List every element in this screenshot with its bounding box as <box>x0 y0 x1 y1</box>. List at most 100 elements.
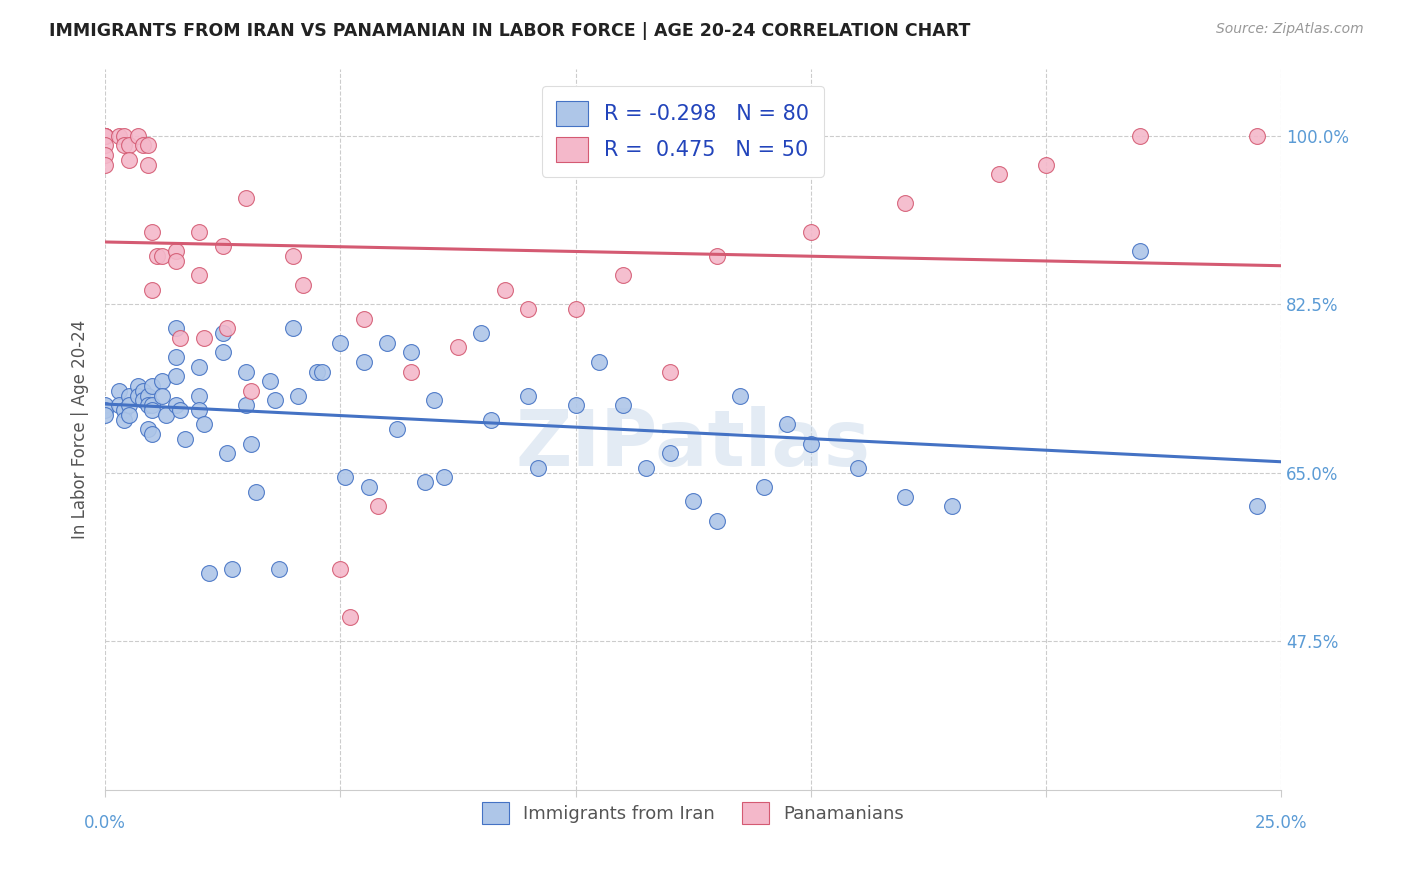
Text: IMMIGRANTS FROM IRAN VS PANAMANIAN IN LABOR FORCE | AGE 20-24 CORRELATION CHART: IMMIGRANTS FROM IRAN VS PANAMANIAN IN LA… <box>49 22 970 40</box>
Point <box>217 446 239 460</box>
Point <box>612 268 634 283</box>
Point <box>728 388 751 402</box>
Point <box>800 436 823 450</box>
Point <box>846 460 869 475</box>
Point <box>108 398 131 412</box>
Point <box>197 566 219 581</box>
Point <box>658 364 681 378</box>
Point <box>291 277 314 292</box>
Point <box>136 138 159 153</box>
Point <box>399 364 422 378</box>
Point <box>127 128 149 143</box>
Point <box>188 388 211 402</box>
Point <box>893 196 915 211</box>
Point <box>132 393 155 408</box>
Point <box>377 335 399 350</box>
Point <box>987 167 1010 181</box>
Point <box>150 249 173 263</box>
Point <box>94 128 117 143</box>
Point <box>367 499 389 513</box>
Point <box>146 249 169 263</box>
Point <box>353 311 375 326</box>
Point <box>588 355 610 369</box>
Point <box>94 128 117 143</box>
Point <box>136 422 159 436</box>
Point <box>800 225 823 239</box>
Point <box>658 446 681 460</box>
Point <box>174 432 197 446</box>
Point <box>564 301 586 316</box>
Point <box>150 374 173 388</box>
Point <box>682 494 704 508</box>
Point <box>217 321 239 335</box>
Point <box>94 138 117 153</box>
Point <box>305 364 328 378</box>
Point <box>413 475 436 489</box>
Point <box>612 398 634 412</box>
Point <box>112 412 135 426</box>
Point <box>165 350 187 364</box>
Point <box>112 128 135 143</box>
Point <box>94 148 117 162</box>
Point <box>165 253 187 268</box>
Point <box>94 408 117 422</box>
Point <box>94 128 117 143</box>
Point <box>94 403 117 417</box>
Point <box>188 268 211 283</box>
Point <box>283 321 305 335</box>
Point <box>108 128 131 143</box>
Point <box>118 138 141 153</box>
Point <box>752 480 775 494</box>
Point <box>706 514 728 528</box>
Point <box>108 384 131 398</box>
Point <box>259 374 281 388</box>
Point <box>433 470 456 484</box>
Point <box>127 379 149 393</box>
Point <box>333 470 356 484</box>
Point <box>339 609 361 624</box>
Y-axis label: In Labor Force | Age 20-24: In Labor Force | Age 20-24 <box>72 319 89 539</box>
Point <box>235 191 257 205</box>
Point <box>112 403 135 417</box>
Point <box>211 326 233 340</box>
Point <box>169 331 191 345</box>
Point <box>1129 244 1152 259</box>
Point <box>423 393 446 408</box>
Point <box>399 345 422 359</box>
Point <box>329 562 352 576</box>
Point <box>634 460 657 475</box>
Point <box>1246 499 1268 513</box>
Point <box>169 403 191 417</box>
Point <box>94 158 117 172</box>
Point <box>240 436 263 450</box>
Point <box>127 388 149 402</box>
Point <box>193 417 215 432</box>
Text: 0.0%: 0.0% <box>84 814 127 832</box>
Point <box>141 398 163 412</box>
Point <box>112 138 135 153</box>
Point <box>94 128 117 143</box>
Point <box>269 562 291 576</box>
Point <box>517 388 540 402</box>
Point <box>564 398 586 412</box>
Legend: Immigrants from Iran, Panamanians: Immigrants from Iran, Panamanians <box>471 791 915 835</box>
Point <box>132 384 155 398</box>
Point <box>1035 158 1057 172</box>
Point <box>150 388 173 402</box>
Text: 25.0%: 25.0% <box>1254 814 1308 832</box>
Point <box>1246 128 1268 143</box>
Point <box>193 331 215 345</box>
Point <box>235 398 257 412</box>
Point <box>136 388 159 402</box>
Point <box>141 225 163 239</box>
Point <box>118 153 141 167</box>
Point <box>141 403 163 417</box>
Point <box>141 379 163 393</box>
Point <box>517 301 540 316</box>
Point <box>136 158 159 172</box>
Point <box>329 335 352 350</box>
Point <box>211 345 233 359</box>
Point <box>221 562 243 576</box>
Point <box>188 225 211 239</box>
Point <box>776 417 799 432</box>
